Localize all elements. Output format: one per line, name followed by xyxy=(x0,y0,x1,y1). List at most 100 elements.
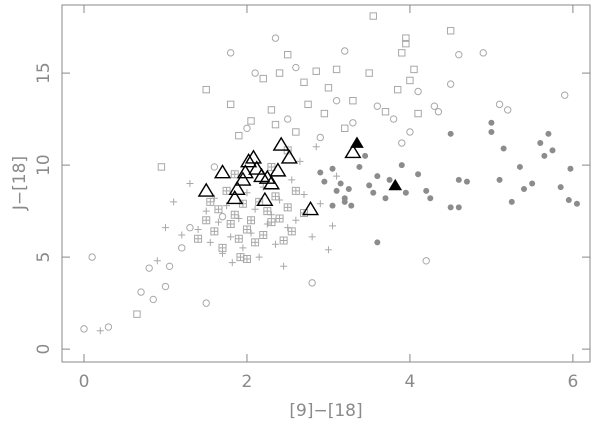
filled-point xyxy=(348,202,355,209)
circle-point xyxy=(80,325,88,333)
square-point xyxy=(398,49,406,57)
plus-point xyxy=(280,262,288,270)
circle-point xyxy=(292,63,300,72)
circle-point xyxy=(251,69,259,77)
filled-point xyxy=(516,163,523,170)
boxed-plus-point xyxy=(230,170,239,179)
circle-point xyxy=(561,91,569,99)
filled-point xyxy=(529,180,536,187)
filled-point xyxy=(455,204,462,211)
triangle-point xyxy=(244,149,263,164)
square-point xyxy=(369,12,377,20)
plus-point xyxy=(251,205,259,213)
filled-point xyxy=(341,198,348,205)
square-point xyxy=(324,84,333,92)
plus-point xyxy=(300,191,308,199)
filled-triangle-point xyxy=(350,136,364,148)
plus-point xyxy=(296,157,304,165)
square-point xyxy=(402,39,410,48)
filled-point xyxy=(337,180,344,187)
boxed-plus-point xyxy=(271,192,280,201)
boxed-plus-point xyxy=(242,225,251,234)
filled-point xyxy=(508,198,515,205)
filled-point xyxy=(398,162,405,169)
square-point xyxy=(275,69,284,77)
y-axis-label: J−[18] xyxy=(10,156,30,211)
plus-point xyxy=(308,233,316,241)
triangle-point xyxy=(301,200,320,216)
triangle-point xyxy=(269,162,287,177)
circle-point xyxy=(373,102,382,110)
plus-point xyxy=(170,198,178,206)
square-point xyxy=(284,50,292,59)
plus-point xyxy=(263,220,271,228)
filled-point xyxy=(565,197,572,204)
x-tick-label: 4 xyxy=(405,372,416,392)
y-tick-label: 5 xyxy=(34,252,54,263)
square-point xyxy=(271,120,280,129)
square-point xyxy=(259,74,267,83)
plus-point xyxy=(96,327,104,335)
filled-point xyxy=(455,176,462,183)
plus-point xyxy=(228,259,236,267)
filled-triangle-point xyxy=(388,178,403,191)
boxed-plus-point xyxy=(259,231,268,240)
filled-point xyxy=(521,186,527,193)
triangle-point xyxy=(228,180,246,195)
boxed-plus-point xyxy=(222,186,231,195)
square-point xyxy=(247,117,255,125)
square-point xyxy=(414,109,422,118)
boxed-plus-point xyxy=(236,253,245,262)
boxed-plus-point xyxy=(226,219,235,228)
filled-point xyxy=(321,178,328,185)
filled-point xyxy=(386,176,393,183)
circle-point xyxy=(389,115,398,123)
square-point xyxy=(406,76,414,85)
circle-point xyxy=(455,50,463,59)
square-point xyxy=(402,34,410,42)
filled-point xyxy=(488,128,495,135)
filled-point xyxy=(573,200,580,207)
plus-point xyxy=(288,176,296,184)
triangle-point xyxy=(234,171,252,186)
filled-point xyxy=(329,165,336,172)
boxed-plus-point xyxy=(263,207,272,216)
circle-point xyxy=(332,96,341,105)
circle-point xyxy=(88,253,96,261)
circle-point xyxy=(149,295,157,304)
circle-point xyxy=(226,49,235,57)
filled-point xyxy=(415,171,422,178)
square-point xyxy=(312,67,320,75)
plus-point xyxy=(153,257,161,265)
triangle-point xyxy=(236,164,254,179)
filled-point xyxy=(545,130,552,137)
square-point xyxy=(349,96,357,105)
triangle-point xyxy=(256,191,274,207)
boxed-plus-point xyxy=(218,243,227,252)
circle-point xyxy=(210,163,219,171)
circle-point xyxy=(202,299,210,307)
circle-point xyxy=(316,133,324,142)
plus-point xyxy=(255,253,263,261)
filled-point xyxy=(447,204,454,211)
plus-point xyxy=(214,218,222,226)
circle-point xyxy=(434,108,443,116)
square-point xyxy=(394,85,402,94)
triangle-point xyxy=(248,160,266,175)
filled-point xyxy=(541,152,548,159)
filled-point xyxy=(366,182,373,189)
plus-point xyxy=(194,226,202,234)
boxed-plus-point xyxy=(267,218,276,227)
plus-point xyxy=(312,143,320,151)
circle-point xyxy=(479,49,487,57)
square-point xyxy=(267,106,276,114)
square-point xyxy=(446,27,455,35)
boxed-plus-point xyxy=(194,234,203,243)
circle-point xyxy=(349,119,357,127)
filled-point xyxy=(329,202,336,209)
triangle-point xyxy=(213,164,232,179)
circle-point xyxy=(414,87,422,96)
plus-point xyxy=(206,238,214,246)
square-point xyxy=(332,65,341,74)
filled-point xyxy=(356,163,363,170)
